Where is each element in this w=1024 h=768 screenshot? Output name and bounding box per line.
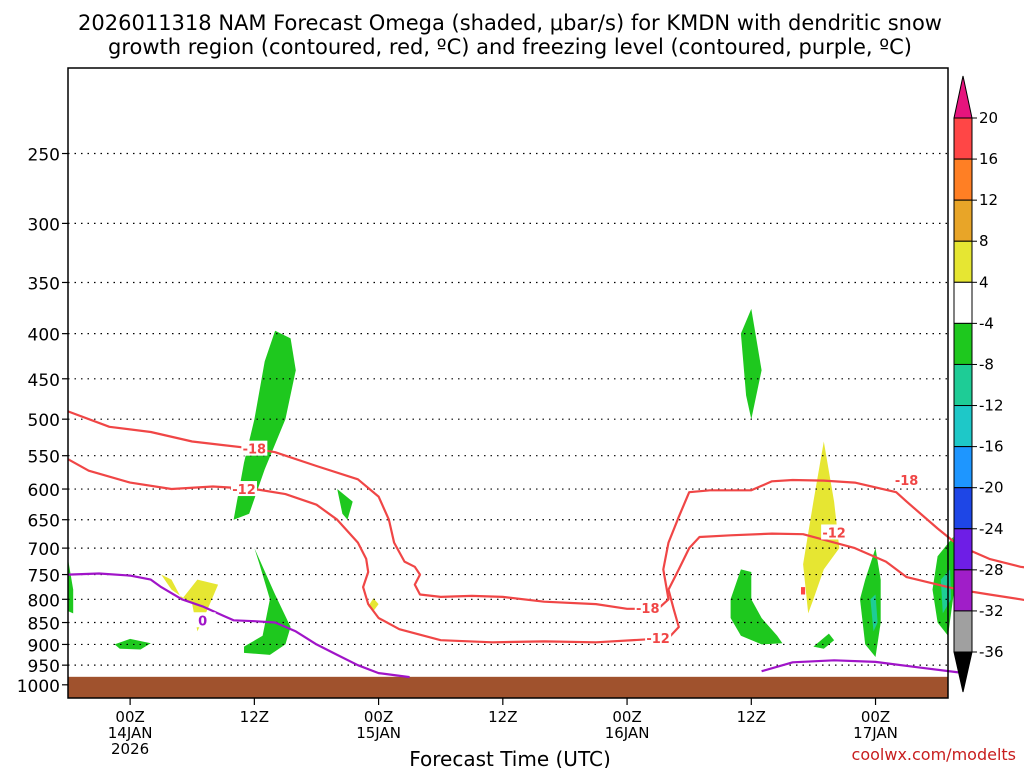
x-tick-label-4-0: 00Z: [612, 708, 641, 726]
y-tick-label-350: 350: [28, 274, 60, 294]
y-tick-label-400: 400: [28, 326, 60, 346]
colorbar-swatch-2: [953, 199, 973, 242]
ground-fill: [68, 676, 948, 698]
x-tick-label-3-0: 12Z: [488, 708, 517, 726]
colorbar-label-4: 4: [979, 273, 989, 291]
contour-label-dgz_-12-1: -12: [646, 632, 670, 647]
colorbar-swatch-8: [953, 446, 973, 489]
contour-label-dgz_-12-0: -12: [232, 483, 256, 498]
y-tick-label-550: 550: [28, 448, 60, 468]
omega-region-down_red_dot: [801, 587, 806, 595]
y-axis: 2503003504004505005506006507007508008509…: [17, 146, 68, 697]
omega-region-up_green_12z16: [730, 569, 783, 645]
colorbar-swatch-11: [953, 569, 973, 612]
y-tick-label-450: 450: [28, 371, 60, 391]
y-tick-label-850: 850: [28, 615, 60, 635]
x-tick-label-2-0: 00Z: [364, 708, 393, 726]
colorbar-swatch-4: [953, 281, 973, 324]
omega-region-up_green_15z14: [337, 489, 353, 520]
colorbar-label-6: -8: [979, 355, 994, 373]
temperature-contours: -18 -18 -18 -12 -12 -12 0: [67, 410, 1024, 679]
omega-region-up_green_18z16: [813, 633, 835, 649]
colorbar-label-13: -36: [979, 643, 1004, 661]
y-tick-label-700: 700: [28, 540, 60, 560]
y-tick-label-300: 300: [28, 215, 60, 235]
omega-region-up_green_12z14_low: [244, 548, 291, 655]
x-tick-label-1-0: 12Z: [240, 708, 269, 726]
colorbar-swatch-12: [953, 610, 973, 653]
contour-label-dgz_-12-2: -12: [822, 526, 846, 541]
colorbar-label-8: -16: [979, 438, 1004, 456]
x-axis-label: Forecast Time (UTC): [409, 747, 611, 768]
y-tick-label-650: 650: [28, 512, 60, 532]
colorbar: 20 16 12 8 4 -4 -8 -12 -16 -20 -24 -28 -32 -36: [953, 75, 1004, 693]
x-tick-label-4-1: 16JAN: [605, 724, 650, 742]
ground-surface: [68, 676, 948, 698]
y-tick-label-800: 800: [28, 591, 60, 611]
colorbar-label-3: 8: [979, 232, 989, 250]
contour-label-dgz_-18-2: -18: [895, 474, 919, 489]
colorbar-swatch-5: [953, 322, 973, 365]
credit-text: coolwx.com/modelts: [852, 745, 1016, 764]
colorbar-over-triangle: [953, 75, 973, 119]
contour-label-bg-freezing_0-0: [189, 612, 216, 628]
x-tick-label-6-1: 17JAN: [853, 724, 898, 742]
contour-line-freezing_0_right: [761, 659, 959, 674]
colorbar-swatch-10: [953, 528, 973, 571]
colorbar-label-5: -4: [979, 314, 994, 332]
contour-label-bg-dgz_-18-0: [241, 440, 268, 456]
y-tick-label-500: 500: [28, 411, 60, 431]
colorbar-label-10: -24: [979, 520, 1004, 538]
x-tick-label-6-0: 00Z: [861, 708, 890, 726]
colorbar-swatch-0: [953, 117, 973, 160]
contour-label-bg-dgz_-18-2: [893, 471, 920, 487]
colorbar-label-11: -28: [979, 561, 1004, 579]
colorbar-label-1: 16: [979, 150, 998, 168]
colorbar-swatch-6: [953, 363, 973, 407]
contour-label-dgz_-18-0: -18: [243, 443, 267, 458]
chart-title-line-1: 2026011318 NAM Forecast Omega (shaded, μ…: [78, 11, 942, 35]
omega-region-up_teal_00z17: [870, 594, 878, 632]
x-tick-label-0-0: 00Z: [115, 708, 144, 726]
y-tick-label-750: 750: [28, 567, 60, 587]
contour-line-dgz_-18: [67, 410, 1024, 610]
y-tick-label-250: 250: [28, 146, 60, 166]
colorbar-label-12: -32: [979, 602, 1004, 620]
omega-region-up_green_00z17: [860, 548, 881, 657]
contour-line-freezing_0: [67, 572, 410, 679]
y-tick-label-900: 900: [28, 636, 60, 656]
chart-title-line-2: growth region (contoured, red, ºC) and f…: [108, 35, 912, 59]
plot-frame: [67, 67, 949, 699]
colorbar-label-7: -12: [979, 397, 1004, 415]
x-tick-label-2-1: 15JAN: [356, 724, 401, 742]
omega-region-up_green_14z16: [740, 308, 762, 420]
chart-title: 2026011318 NAM Forecast Omega (shaded, μ…: [78, 11, 942, 59]
contour-label-bg-dgz_-12-1: [645, 629, 672, 645]
colorbar-swatch-7: [953, 405, 973, 448]
colorbar-swatch-9: [953, 487, 973, 530]
colorbar-label-0: 20: [979, 109, 998, 127]
x-tick-label-5-0: 12Z: [737, 708, 766, 726]
contour-label-freezing_0-0: 0: [198, 614, 207, 629]
colorbar-swatch-3: [953, 240, 973, 283]
x-tick-label-0-2: 2026: [111, 740, 149, 758]
omega-region-up_green_edge: [68, 558, 74, 614]
colorbar-under-triangle: [953, 651, 973, 693]
colorbar-label-9: -20: [979, 479, 1004, 497]
x-tick-label-0-1: 14JAN: [108, 724, 153, 742]
contour-label-bg-dgz_-12-2: [821, 524, 848, 540]
y-tick-label-950: 950: [28, 657, 60, 677]
contour-label-dgz_-18-1: -18: [636, 602, 660, 617]
contour-label-bg-dgz_-12-0: [231, 481, 257, 497]
contour-label-bg-dgz_-18-1: [634, 599, 661, 615]
y-tick-label-600: 600: [28, 481, 60, 501]
omega-region-up_green_00z14: [114, 638, 151, 650]
y-tick-label-1000: 1000: [17, 677, 60, 697]
colorbar-swatch-1: [953, 158, 973, 201]
colorbar-label-2: 12: [979, 191, 998, 209]
omega-region-up_green_12z14: [233, 330, 296, 520]
